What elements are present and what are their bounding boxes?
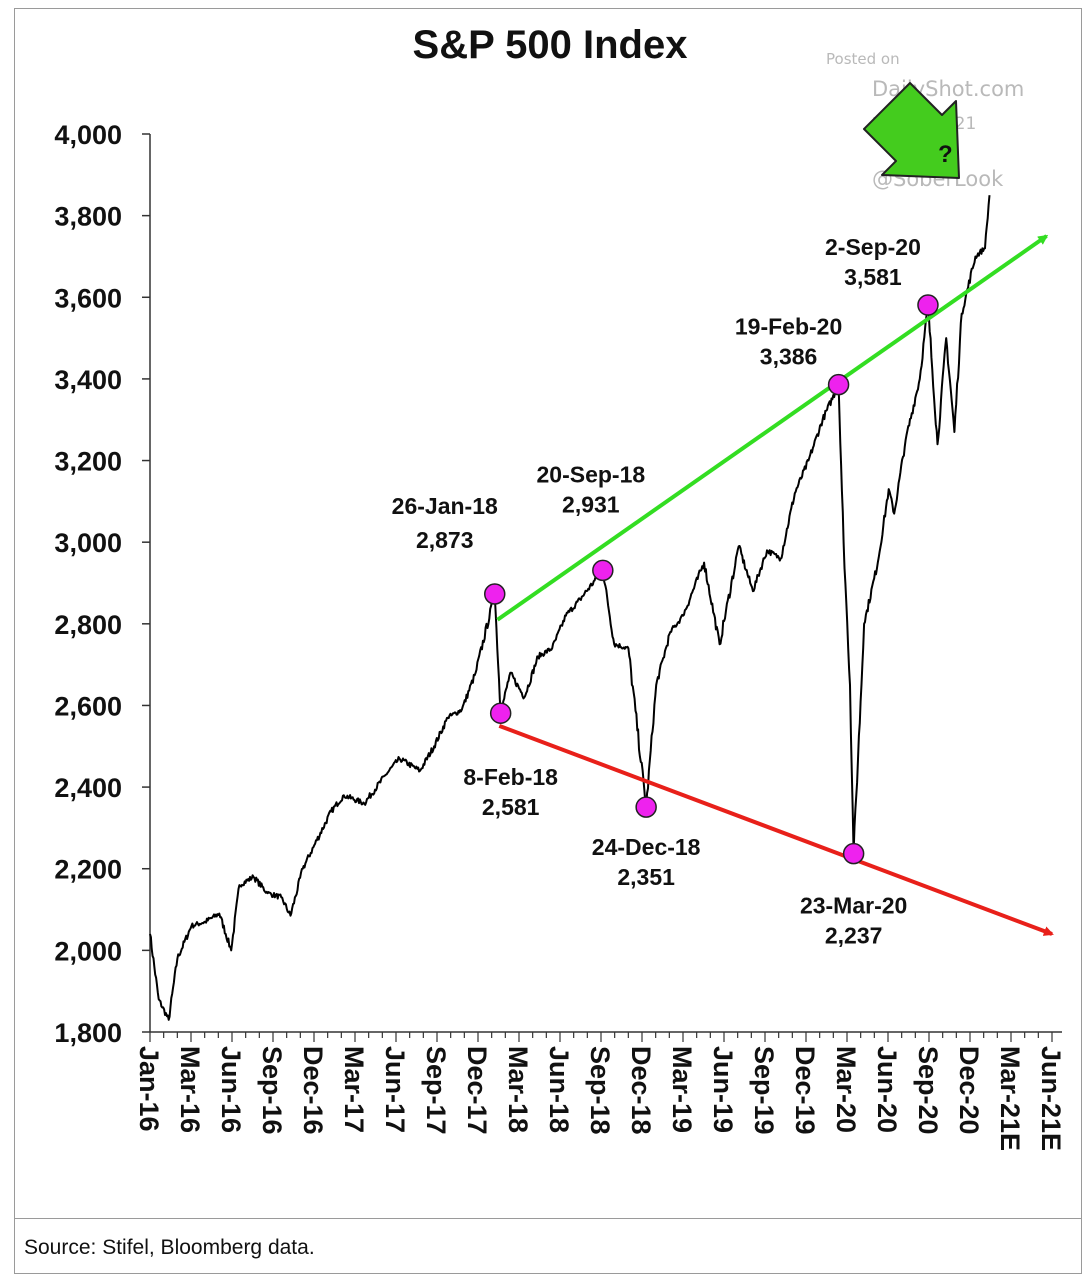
x-tick-label: Jun-19 xyxy=(708,1046,738,1133)
y-tick-label: 2,800 xyxy=(54,610,122,640)
annotation-value-label: 3,581 xyxy=(844,264,902,290)
x-tick-label: Dec-18 xyxy=(626,1046,656,1135)
y-tick-label: 3,400 xyxy=(54,365,122,395)
x-tick-label: Jun-20 xyxy=(872,1046,902,1133)
x-tick-label: Dec-17 xyxy=(462,1046,492,1135)
annotation-marker xyxy=(918,295,938,315)
annotation-date-label: 23-Mar-20 xyxy=(800,893,907,919)
y-tick-label: 2,000 xyxy=(54,936,122,966)
x-tick-label: Jun-16 xyxy=(216,1046,246,1133)
x-tick-label: Sep-20 xyxy=(913,1046,943,1135)
axes: 1,800 2,000 2,200 2,400 2,600 2,800 3,000 3,200… xyxy=(54,120,1066,1151)
y-tick-label: 1,800 xyxy=(54,1018,122,1048)
annotation-marker xyxy=(593,560,613,580)
y-tick-label: 3,800 xyxy=(54,202,122,232)
annotation-marker xyxy=(829,375,849,395)
annotation-date-label: 26-Jan-18 xyxy=(392,493,498,519)
x-tick-label: Sep-19 xyxy=(749,1046,779,1135)
chart-title: S&P 500 Index xyxy=(413,23,688,67)
x-tick-label: Dec-16 xyxy=(298,1046,328,1135)
annotation-marker xyxy=(844,844,864,864)
label-layer: 26-Jan-18 2,873 8-Feb-18 2,581 20-Sep-18 2,93… xyxy=(392,234,921,949)
annotation-value-label: 3,386 xyxy=(760,344,818,370)
annotation-date-label: 19-Feb-20 xyxy=(735,314,842,340)
x-tick-label: Mar-19 xyxy=(667,1046,697,1133)
x-tick-label: Jun-17 xyxy=(380,1046,410,1133)
x-tick-label: Jan-16 xyxy=(134,1046,164,1132)
annotation-date-label: 8-Feb-18 xyxy=(463,764,558,790)
lower-trend-line xyxy=(499,726,1052,934)
annotation-marker xyxy=(491,703,511,723)
x-tick-label: Sep-16 xyxy=(257,1046,287,1135)
annotation-value-label: 2,873 xyxy=(416,527,474,553)
annotation-date-label: 2-Sep-20 xyxy=(825,234,921,260)
question-mark: ? xyxy=(938,141,953,168)
annotation-value-label: 2,931 xyxy=(562,491,620,517)
annotation-marker xyxy=(485,584,505,604)
annotation-marker xyxy=(636,797,656,817)
annotation-date-label: 24-Dec-18 xyxy=(592,834,701,860)
x-tick-label: Mar-18 xyxy=(503,1046,533,1133)
y-tick-label: 2,200 xyxy=(54,855,122,885)
watermark-posted: Posted on xyxy=(826,50,900,68)
x-tick-label: Dec-19 xyxy=(790,1046,820,1135)
y-tick-label: 4,000 xyxy=(54,120,122,150)
x-tick-label: Sep-17 xyxy=(421,1046,451,1135)
annotation-date-label: 20-Sep-18 xyxy=(536,461,645,487)
y-tick-label: 2,400 xyxy=(54,773,122,803)
x-tick-label: Sep-18 xyxy=(585,1046,615,1135)
x-tick-label: Jun-18 xyxy=(544,1046,574,1133)
x-tick-label: Dec-20 xyxy=(954,1046,984,1135)
y-tick-label: 3,600 xyxy=(54,283,122,313)
trend-layer xyxy=(497,236,1052,934)
x-tick-label: Mar-21E xyxy=(995,1046,1025,1151)
annotation-value-label: 2,581 xyxy=(482,794,540,820)
x-tick-label: Mar-17 xyxy=(339,1046,369,1133)
y-tick-label: 3,200 xyxy=(54,447,122,477)
x-tick-label: Mar-20 xyxy=(831,1046,861,1133)
x-tick-label: Mar-16 xyxy=(175,1046,205,1133)
y-tick-label: 3,000 xyxy=(54,528,122,558)
annotation-value-label: 2,237 xyxy=(825,923,883,949)
upper-trend-line xyxy=(497,236,1046,620)
y-tick-label: 2,600 xyxy=(54,691,122,721)
x-tick-label: Jun-21E xyxy=(1036,1046,1066,1151)
annotation-value-label: 2,351 xyxy=(617,864,675,890)
